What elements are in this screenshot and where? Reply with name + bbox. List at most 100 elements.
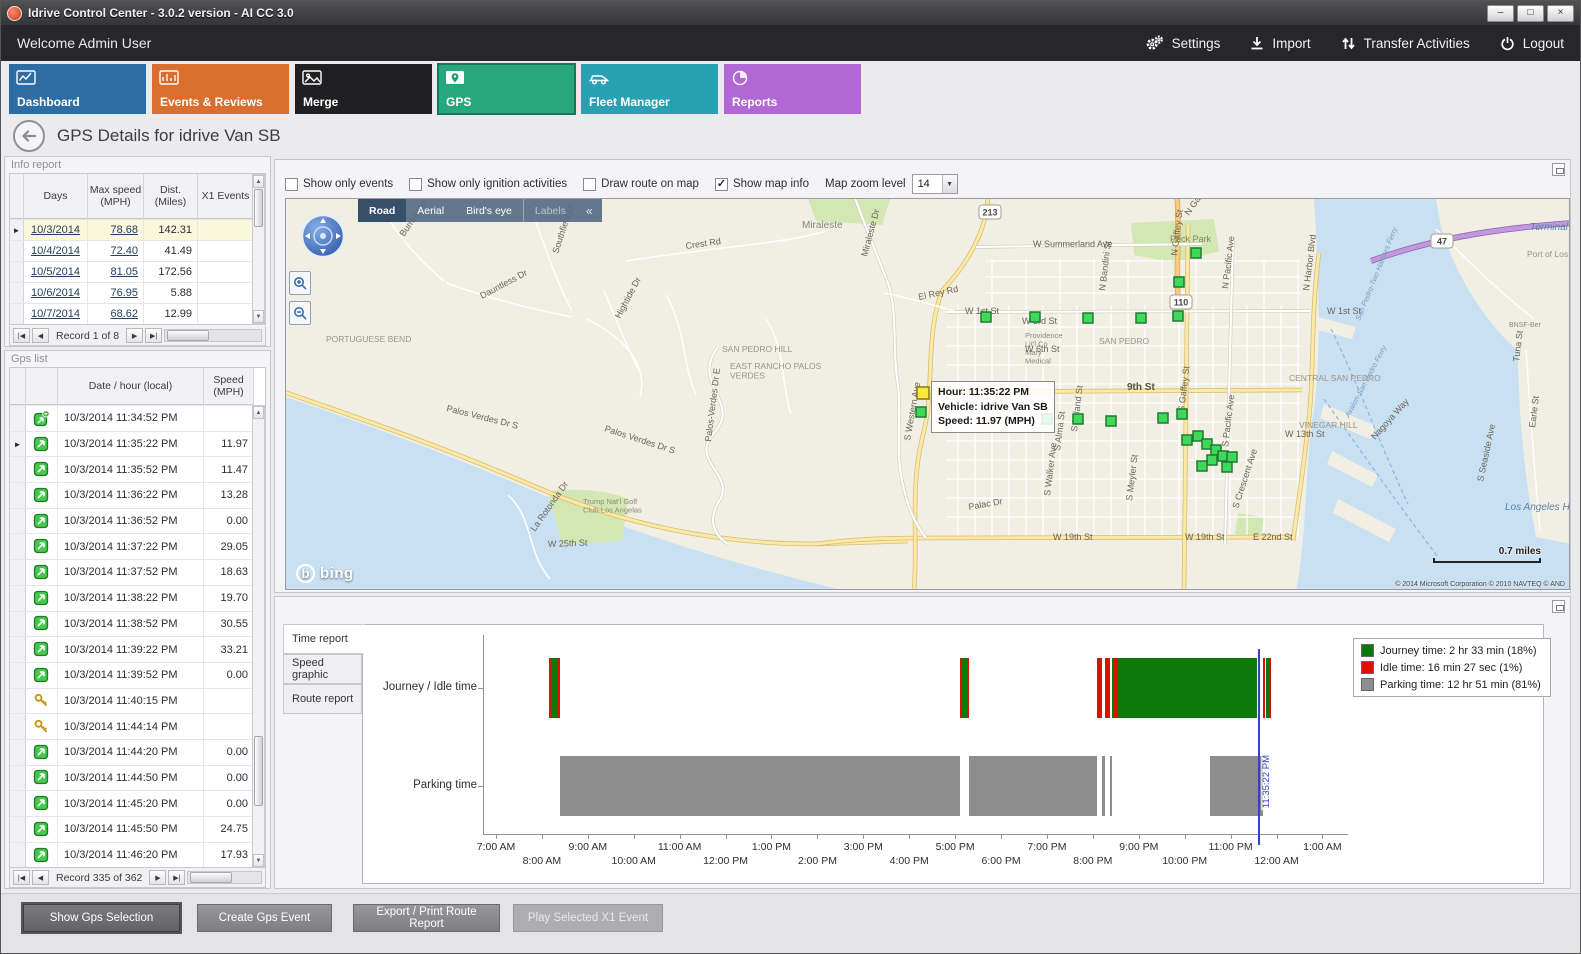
- show-gps-selection-button[interactable]: Show Gps Selection: [23, 904, 180, 932]
- scroll-down-icon[interactable]: ▼: [253, 310, 264, 323]
- chart-panel-collapse-button[interactable]: [1552, 600, 1565, 613]
- gps-marker[interactable]: [1173, 276, 1185, 288]
- gps-marker[interactable]: [1029, 311, 1041, 323]
- gps-list-row[interactable]: 10/3/2014 11:44:20 PM 0.00: [10, 739, 265, 766]
- scrollbar-thumb[interactable]: [167, 330, 210, 341]
- map-option-checkbox-1[interactable]: Show only ignition activities: [409, 177, 567, 191]
- gps-list-row[interactable]: 10/3/2014 11:44:14 PM: [10, 714, 265, 740]
- pager-prev-button[interactable]: ◀: [32, 328, 49, 343]
- gps-marker[interactable]: [1196, 460, 1208, 472]
- gps-marker[interactable]: [1201, 438, 1213, 450]
- gps-list-row[interactable]: 10/3/2014 11:37:22 PM 29.05: [10, 534, 265, 561]
- map-compass-control[interactable]: [300, 213, 346, 264]
- horizontal-scrollbar[interactable]: [164, 329, 262, 342]
- info-cell-max-speed[interactable]: 81.05: [88, 262, 144, 282]
- gps-header-speed[interactable]: Speed (MPH): [204, 368, 254, 405]
- gps-marker[interactable]: [1190, 247, 1202, 259]
- gps-marker[interactable]: [1176, 408, 1188, 420]
- pager-last-button[interactable]: ▶|: [145, 328, 163, 343]
- gps-list-row[interactable]: 10/3/2014 11:37:52 PM 18.63: [10, 560, 265, 586]
- map-option-checkbox-0[interactable]: Show only events: [285, 177, 393, 191]
- map-panel-collapse-button[interactable]: [1552, 163, 1565, 176]
- tab-merge[interactable]: Merge: [295, 64, 432, 114]
- pager-first-button[interactable]: |◀: [13, 870, 30, 885]
- info-report-row[interactable]: ► 10/3/2014 78.68 142.31: [10, 220, 265, 241]
- map-tabs-collapse-button[interactable]: «: [585, 203, 593, 218]
- gps-list-row[interactable]: 10/3/2014 11:38:52 PM 30.55: [10, 611, 265, 638]
- gps-marker[interactable]: [1157, 412, 1169, 424]
- scroll-down-icon[interactable]: ▼: [253, 854, 264, 867]
- info-cell-max-speed[interactable]: 68.62: [88, 304, 144, 324]
- gps-marker[interactable]: [915, 406, 927, 418]
- gps-marker[interactable]: [980, 311, 992, 323]
- info-cell-max-speed[interactable]: 76.95: [88, 283, 144, 303]
- gps-list-row[interactable]: 10/3/2014 11:46:20 PM 17.93: [10, 842, 265, 867]
- info-header-days[interactable]: Days: [24, 174, 88, 219]
- info-cell-days[interactable]: 10/6/2014: [24, 283, 88, 303]
- info-cell-days[interactable]: 10/7/2014: [24, 304, 88, 324]
- map-view-tab-labels[interactable]: Labels: [522, 199, 577, 222]
- gps-marker[interactable]: [1172, 310, 1184, 322]
- info-report-row[interactable]: 10/5/2014 81.05 172.56: [10, 262, 265, 283]
- info-cell-max-speed[interactable]: 78.68: [88, 220, 144, 240]
- gps-list-row[interactable]: 10/3/2014 11:45:50 PM 24.75: [10, 817, 265, 843]
- checkbox-icon[interactable]: [583, 177, 597, 191]
- map-zoom-select[interactable]: 14 ▼: [911, 174, 958, 194]
- topbar-action-transfer[interactable]: Transfer Activities: [1341, 36, 1470, 51]
- gps-list-row[interactable]: 10/3/2014 11:38:22 PM 19.70: [10, 585, 265, 612]
- info-report-row[interactable]: 10/7/2014 68.62 12.99: [10, 304, 265, 324]
- gps-marker[interactable]: [1206, 454, 1218, 466]
- gps-list-row[interactable]: 10/3/2014 11:36:22 PM 13.28: [10, 483, 265, 509]
- gps-list-row[interactable]: 10/3/2014 11:39:52 PM 0.00: [10, 662, 265, 689]
- checkbox-icon[interactable]: [285, 177, 298, 191]
- map-option-checkbox-2[interactable]: Draw route on map: [583, 177, 699, 191]
- chart-tab-route-report[interactable]: Route report: [283, 684, 362, 714]
- map-view-tab-road[interactable]: Road: [358, 199, 407, 222]
- minimize-button[interactable]: –: [1487, 4, 1514, 22]
- gps-list-row[interactable]: ► 10/3/2014 11:35:22 PM 11.97: [10, 431, 265, 458]
- gps-marker[interactable]: [1072, 413, 1084, 425]
- info-header-dist[interactable]: Dist. (Miles): [144, 174, 198, 219]
- chart-tab-time-report[interactable]: Time report: [283, 624, 364, 654]
- info-cell-max-speed[interactable]: 72.40: [88, 241, 144, 261]
- scrollbar-thumb[interactable]: [190, 872, 233, 883]
- create-gps-event-button[interactable]: Create Gps Event: [197, 904, 332, 932]
- scrollbar-thumb[interactable]: [254, 736, 263, 806]
- gps-marker-selected[interactable]: [916, 386, 930, 400]
- map-zoom-out-button[interactable]: [289, 301, 311, 325]
- gps-list-row[interactable]: 10/3/2014 11:34:52 PM: [10, 406, 265, 432]
- gps-header-date[interactable]: Date / hour (local): [58, 368, 204, 405]
- map-view-tab-aerial[interactable]: Aerial: [417, 204, 445, 217]
- info-report-row[interactable]: 10/6/2014 76.95 5.88: [10, 283, 265, 304]
- tab-gps[interactable]: GPS: [437, 63, 576, 115]
- back-button[interactable]: [13, 120, 45, 152]
- info-report-vertical-scrollbar[interactable]: ▲ ▼: [252, 174, 265, 324]
- gps-list-row[interactable]: 10/3/2014 11:36:52 PM 0.00: [10, 508, 265, 535]
- gps-marker[interactable]: [1181, 434, 1193, 446]
- pager-next-button[interactable]: ▶: [126, 328, 144, 343]
- gps-marker[interactable]: [1105, 415, 1117, 427]
- gps-marker[interactable]: [1221, 461, 1233, 473]
- info-cell-days[interactable]: 10/5/2014: [24, 262, 88, 282]
- map-view-tab-bird-s-eye[interactable]: Bird's eye: [466, 204, 512, 217]
- info-header-x1[interactable]: X1 Events: [198, 174, 254, 219]
- scroll-up-icon[interactable]: ▲: [253, 175, 264, 188]
- close-button[interactable]: ×: [1547, 4, 1574, 22]
- gps-marker[interactable]: [1226, 451, 1238, 463]
- info-cell-days[interactable]: 10/4/2014: [24, 241, 88, 261]
- map-zoom-in-button[interactable]: [289, 271, 311, 295]
- pager-prev-button[interactable]: ◀: [32, 870, 49, 885]
- topbar-action-logout[interactable]: Logout: [1500, 36, 1564, 51]
- gps-list-row[interactable]: 10/3/2014 11:35:52 PM 11.47: [10, 457, 265, 484]
- pager-last-button[interactable]: ▶|: [168, 870, 186, 885]
- gps-marker[interactable]: [1135, 312, 1147, 324]
- tab-events[interactable]: Events & Reviews: [152, 64, 289, 114]
- gps-marker[interactable]: [1192, 430, 1204, 442]
- tab-dashboard[interactable]: Dashboard: [9, 64, 146, 114]
- gps-list-row[interactable]: 10/3/2014 11:40:15 PM: [10, 688, 265, 715]
- pager-next-button[interactable]: ▶: [149, 870, 167, 885]
- info-report-row[interactable]: 10/4/2014 72.40 41.49: [10, 241, 265, 262]
- topbar-action-settings[interactable]: Settings: [1146, 35, 1220, 51]
- topbar-action-import[interactable]: Import: [1250, 36, 1311, 51]
